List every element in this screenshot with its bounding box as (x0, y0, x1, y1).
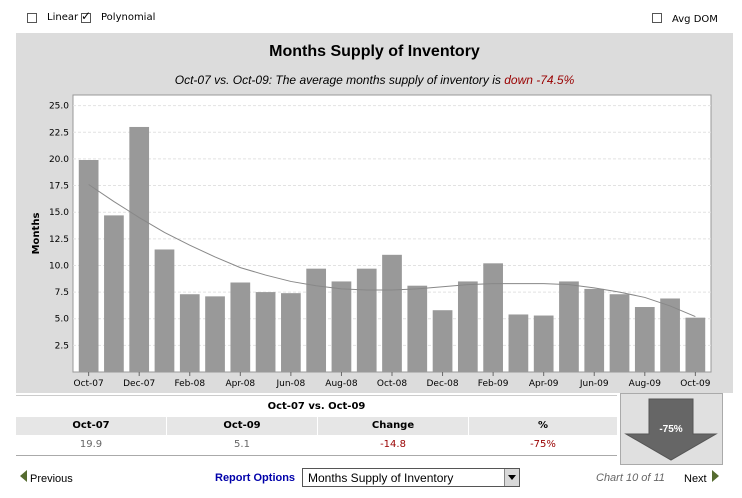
report-select[interactable]: Months Supply of Inventory (302, 468, 520, 487)
bar-jul-08 (306, 268, 327, 372)
col-header-end: Oct-09 (167, 417, 317, 435)
y-tick-label: 17.5 (49, 182, 69, 192)
bar-dec-07 (129, 126, 150, 372)
value-change: -14.8 (380, 439, 406, 450)
summary-heading: Oct-07 vs. Oct-09 (16, 395, 617, 418)
y-tick-label: 2.5 (55, 341, 69, 351)
x-tick-label: Oct-08 (377, 379, 408, 389)
row-divider (16, 455, 617, 456)
bar-may-08 (255, 292, 276, 372)
bar-jan-08 (154, 249, 175, 372)
chart-counter: Chart 10 of 11 (596, 472, 665, 484)
polynomial-label: Polynomial (101, 12, 156, 23)
avg-dom-label: Avg DOM (672, 14, 718, 25)
bar-feb-08 (179, 294, 200, 372)
bar-sep-08 (356, 268, 377, 372)
bar-apr-08 (230, 282, 251, 372)
y-axis-label: Months (31, 213, 42, 255)
badge-percent: -75% (659, 424, 682, 435)
x-tick-label: Oct-09 (680, 379, 711, 389)
x-tick-label: Feb-09 (478, 379, 509, 389)
next-link[interactable]: Next (684, 473, 707, 485)
col-header-percent: % (469, 417, 617, 435)
report-select-value: Months Supply of Inventory (308, 471, 454, 485)
chevron-down-icon[interactable] (504, 469, 519, 486)
y-tick-label: 22.5 (49, 128, 69, 138)
bar-mar-08 (205, 296, 225, 372)
polynomial-checkbox[interactable] (81, 9, 91, 23)
col-header-change: Change (318, 417, 468, 435)
x-tick-label: Jun-09 (579, 379, 609, 389)
x-tick-label: Aug-09 (629, 379, 662, 389)
x-tick-label: Dec-07 (123, 379, 155, 389)
bar-jun-08 (281, 293, 301, 372)
polynomial-trend-line (88, 184, 696, 318)
subtitle-change: down -74.5% (504, 73, 575, 87)
summary-table: Oct-07 vs. Oct-09 Oct-07 Oct-09 Change %… (16, 395, 617, 465)
bar-jul-09 (609, 294, 630, 372)
y-tick-label: 10.0 (49, 261, 69, 271)
previous-arrow-icon[interactable] (20, 470, 27, 482)
bar-nov-08 (407, 285, 428, 372)
chart-panel: Months Supply of Inventory Oct-07 vs. Oc… (16, 33, 733, 393)
months-supply-chart: 2.5 5.0 7.5 10.0 12.5 15.0 17.5 20.0 22.5 25.0 Mon… (31, 94, 712, 389)
subtitle-text: Oct-07 vs. Oct-09: The average months su… (174, 73, 505, 87)
down-arrow-icon: -75% (624, 398, 718, 461)
report-options-label: Report Options (215, 472, 296, 484)
bar-feb-09 (483, 263, 503, 372)
y-tick-label: 12.5 (49, 235, 69, 245)
y-tick-label: 5.0 (55, 315, 70, 325)
value-end: 5.1 (234, 439, 250, 450)
bar-oct-09 (685, 317, 706, 372)
next-arrow-icon[interactable] (712, 470, 719, 482)
bar-aug-09 (634, 307, 655, 372)
bar-oct-08 (382, 254, 402, 372)
previous-link[interactable]: Previous (30, 473, 73, 485)
chart-title: Months Supply of Inventory (269, 43, 480, 60)
y-tick-label: 7.5 (55, 288, 69, 298)
toolbar: Linear Polynomial Avg DOM (0, 0, 742, 32)
x-tick-label: Apr-08 (225, 379, 255, 389)
x-tick-label: Aug-08 (325, 379, 358, 389)
footer-nav: Previous Report Options Months Supply of… (0, 465, 742, 498)
bar-jun-09 (584, 288, 605, 372)
x-tick-label: Oct-07 (74, 379, 104, 389)
value-start: 19.9 (79, 439, 103, 450)
x-tick-label: Jun-08 (275, 379, 305, 389)
bar-jan-09 (457, 281, 478, 372)
bar-oct-07 (78, 159, 99, 372)
bar-mar-09 (508, 314, 529, 372)
y-tick-label: 25.0 (49, 102, 69, 112)
bar-apr-09 (533, 315, 554, 372)
bar-nov-07 (104, 215, 124, 372)
x-tick-label: Apr-09 (529, 379, 559, 389)
y-tick-label: 15.0 (49, 208, 69, 218)
change-badge: -75% (620, 393, 723, 465)
bar-may-09 (559, 281, 579, 372)
x-tick-label: Dec-08 (426, 379, 458, 389)
bar-sep-09 (660, 298, 680, 372)
bar-dec-08 (432, 310, 453, 372)
y-tick-label: 20.0 (49, 155, 69, 165)
chart-subtitle: Oct-07 vs. Oct-09: The average months su… (16, 73, 733, 87)
avg-dom-checkbox[interactable] (652, 13, 662, 23)
linear-checkbox[interactable] (27, 13, 37, 23)
col-header-start: Oct-07 (16, 417, 166, 435)
bar-aug-08 (331, 281, 352, 372)
x-tick-label: Feb-08 (174, 379, 205, 389)
linear-label: Linear (47, 12, 79, 23)
value-percent: -75% (530, 439, 556, 450)
